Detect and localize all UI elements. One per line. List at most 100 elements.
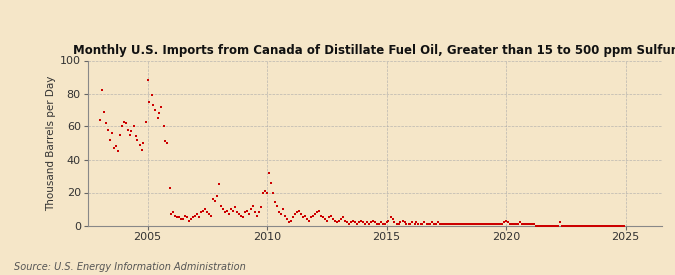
Point — [385, 215, 396, 219]
Point — [431, 222, 441, 226]
Point — [377, 222, 388, 226]
Point — [537, 223, 547, 228]
Point — [419, 220, 430, 224]
Point — [210, 199, 221, 203]
Point — [580, 223, 591, 228]
Point — [114, 133, 125, 137]
Point — [240, 210, 250, 214]
Point — [230, 205, 241, 210]
Point — [138, 141, 149, 145]
Point — [302, 217, 313, 221]
Point — [178, 217, 189, 221]
Point — [154, 111, 165, 116]
Title: Monthly U.S. Imports from Canada of Distillate Fuel Oil, Greater than 15 to 500 : Monthly U.S. Imports from Canada of Dist… — [73, 43, 675, 57]
Point — [172, 215, 183, 219]
Point — [583, 223, 593, 228]
Point — [505, 222, 516, 226]
Point — [176, 217, 187, 221]
Point — [248, 204, 259, 208]
Point — [275, 212, 286, 216]
Point — [413, 222, 424, 226]
Point — [439, 222, 450, 226]
Point — [489, 222, 500, 226]
Point — [346, 220, 356, 224]
Point — [415, 222, 426, 226]
Point — [152, 116, 163, 120]
Point — [263, 170, 274, 175]
Point — [371, 222, 382, 226]
Point — [463, 222, 474, 226]
Point — [196, 210, 207, 214]
Point — [614, 223, 625, 228]
Point — [541, 223, 551, 228]
Point — [329, 218, 340, 223]
Point — [162, 141, 173, 145]
Point — [421, 222, 432, 226]
Point — [518, 222, 529, 226]
Point — [300, 213, 310, 218]
Point — [499, 220, 510, 224]
Point — [216, 204, 227, 208]
Point — [225, 207, 236, 211]
Point — [587, 223, 597, 228]
Point — [553, 223, 564, 228]
Point — [591, 223, 601, 228]
Point — [250, 210, 261, 214]
Point — [186, 217, 196, 221]
Point — [443, 222, 454, 226]
Point — [507, 222, 518, 226]
Point — [566, 223, 577, 228]
Point — [472, 222, 483, 226]
Point — [319, 217, 330, 221]
Point — [574, 223, 585, 228]
Point — [174, 215, 185, 219]
Point — [497, 222, 508, 226]
Point — [550, 223, 561, 228]
Point — [277, 207, 288, 211]
Point — [387, 217, 398, 221]
Point — [128, 124, 139, 129]
Point — [531, 223, 541, 228]
Point — [417, 222, 428, 226]
Point — [182, 215, 193, 219]
Point — [383, 218, 394, 223]
Point — [564, 223, 575, 228]
Point — [294, 208, 304, 213]
Point — [347, 218, 358, 223]
Point — [513, 222, 524, 226]
Point — [126, 129, 137, 134]
Point — [311, 210, 322, 214]
Point — [254, 210, 265, 214]
Point — [292, 210, 302, 214]
Point — [437, 222, 448, 226]
Point — [200, 207, 211, 211]
Point — [369, 220, 380, 224]
Point — [522, 222, 533, 226]
Point — [325, 213, 336, 218]
Point — [508, 222, 519, 226]
Point — [340, 218, 350, 223]
Point — [305, 215, 316, 219]
Point — [298, 215, 308, 219]
Point — [342, 220, 352, 224]
Point — [367, 218, 378, 223]
Point — [469, 222, 480, 226]
Point — [549, 223, 560, 228]
Point — [598, 223, 609, 228]
Point — [461, 222, 472, 226]
Point — [105, 138, 115, 142]
Point — [242, 208, 252, 213]
Point — [592, 223, 603, 228]
Point — [350, 220, 360, 224]
Point — [272, 204, 283, 208]
Point — [405, 222, 416, 226]
Point — [286, 218, 296, 223]
Point — [304, 218, 315, 223]
Point — [208, 197, 219, 201]
Point — [124, 133, 135, 137]
Point — [485, 222, 495, 226]
Point — [543, 223, 554, 228]
Point — [338, 215, 348, 219]
Point — [606, 223, 617, 228]
Point — [327, 217, 338, 221]
